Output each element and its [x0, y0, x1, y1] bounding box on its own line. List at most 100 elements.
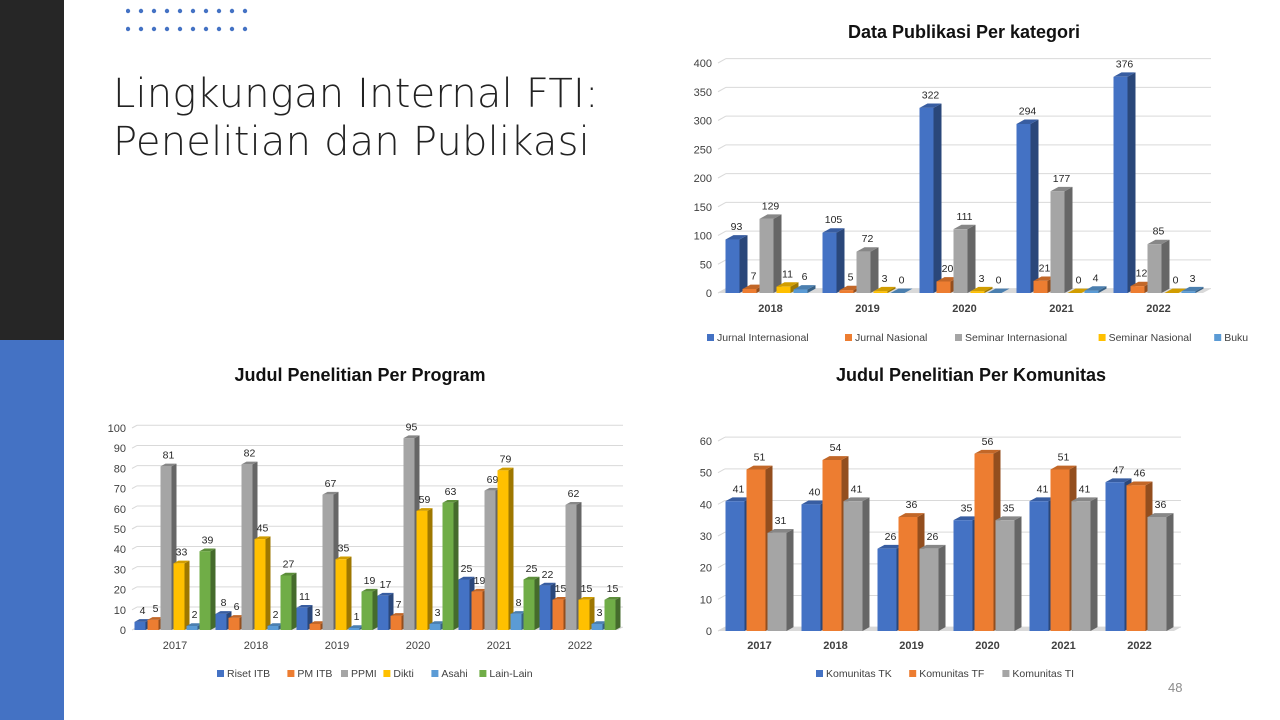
- data-label: 25: [526, 563, 538, 575]
- gridline-depth: [717, 115, 727, 121]
- bar-side: [786, 528, 794, 631]
- x-tick-label: 2022: [568, 640, 592, 652]
- bar-top: [296, 605, 313, 608]
- data-label: 129: [762, 200, 780, 212]
- bar-side: [265, 536, 271, 630]
- bar-front: [1126, 485, 1146, 631]
- legend-item: Seminar Internasional: [955, 332, 1067, 344]
- data-label: 45: [257, 522, 269, 534]
- bar-ppmi-2022: [565, 502, 582, 630]
- gridline-depth: [131, 606, 138, 611]
- x-tick-label: 2021: [1049, 303, 1073, 315]
- data-label: 7: [396, 599, 402, 611]
- bar-side: [870, 247, 879, 293]
- data-label: 294: [1019, 106, 1037, 118]
- x-tick-label: 2018: [244, 640, 268, 652]
- data-label: 17: [380, 579, 392, 591]
- bar-side: [453, 499, 459, 630]
- bar-front: [215, 613, 227, 630]
- bar-buku-2019: [890, 288, 913, 293]
- bar-side: [739, 235, 748, 293]
- data-label: 11: [299, 591, 310, 603]
- bar-front: [1016, 123, 1031, 293]
- bar-side: [887, 286, 896, 293]
- data-label: 46: [1134, 467, 1146, 479]
- x-tick-label: 2022: [1127, 640, 1151, 652]
- bar-front: [552, 599, 564, 630]
- chart-penelitian-per-komunitas: Judul Penelitian Per Komunitas 0 10 20 30 40 5…: [700, 365, 1181, 680]
- bar-front: [1029, 501, 1049, 631]
- data-label: 6: [802, 271, 808, 283]
- bar-top: [523, 576, 540, 580]
- bar-front: [839, 290, 854, 293]
- bar-front: [1033, 280, 1048, 293]
- bar-lain-lain-2022: [604, 596, 621, 630]
- bar-seminar-nasional-2022: [1164, 288, 1187, 293]
- bar-side: [1127, 72, 1136, 294]
- data-label: 41: [1037, 483, 1049, 495]
- bar-top: [484, 487, 501, 491]
- chart-title: Judul Penelitian Per Program: [234, 365, 485, 385]
- legend-item: Komunitas TI: [1002, 668, 1074, 680]
- bar-top: [552, 596, 569, 600]
- bar-front: [241, 464, 253, 630]
- data-label: 5: [153, 603, 159, 615]
- gridline-depth: [717, 259, 727, 265]
- bar-top: [335, 556, 352, 560]
- bar-front: [1071, 501, 1091, 631]
- gridline-depth: [131, 445, 138, 449]
- legend-swatch: [341, 670, 348, 677]
- data-label: 36: [1155, 499, 1167, 511]
- bar-front: [134, 621, 146, 630]
- bar-front: [458, 579, 470, 630]
- data-label: 3: [315, 607, 321, 619]
- bar-front: [348, 627, 360, 630]
- bar-front: [1130, 286, 1145, 293]
- bar-dikti-2017: [173, 560, 190, 630]
- bar-top: [767, 528, 794, 533]
- y-tick-label: 60: [700, 436, 712, 448]
- y-tick-label: 0: [706, 626, 712, 638]
- gridline-depth: [131, 465, 138, 469]
- data-label: 0: [1173, 275, 1179, 287]
- legend-swatch: [1098, 334, 1106, 341]
- bar-side: [576, 502, 582, 630]
- data-label: 51: [1058, 452, 1070, 464]
- bar-front: [822, 460, 842, 631]
- bar-top: [890, 288, 913, 293]
- bar-front: [995, 520, 1015, 631]
- bar-front: [416, 510, 428, 630]
- bar-front: [604, 599, 616, 630]
- bar-top: [309, 621, 326, 624]
- data-label: 81: [163, 450, 175, 462]
- bar-top: [348, 625, 365, 628]
- bar-top: [822, 456, 849, 460]
- data-label: 31: [775, 515, 787, 527]
- bar-front: [267, 625, 279, 630]
- bar-buku-2022: [1181, 286, 1204, 293]
- gridline-depth: [131, 566, 138, 570]
- data-label: 3: [435, 607, 441, 619]
- chart-penelitian-per-program: Judul Penelitian Per Program 0 10 20 30 40 50 6…: [108, 365, 623, 680]
- bar-top: [280, 572, 297, 576]
- bar-seminar-internasional-2021: [1050, 186, 1073, 293]
- bar-seminar-nasional-2019: [873, 286, 896, 293]
- bar-front: [1105, 482, 1125, 631]
- data-label: 54: [830, 442, 842, 454]
- bar-komunitas-ti-2018: [843, 497, 870, 631]
- bar-front: [361, 591, 373, 630]
- data-label: 111: [957, 211, 973, 223]
- data-label: 7: [751, 271, 757, 283]
- gridline-depth: [717, 173, 727, 179]
- gridline-depth: [131, 525, 138, 530]
- bar-front: [471, 591, 483, 630]
- data-label: 47: [1113, 464, 1125, 476]
- x-tick-label: 2020: [952, 303, 976, 315]
- decorative-dot-pattern: [126, 8, 248, 32]
- gridline-depth: [131, 586, 138, 591]
- legend-swatch: [1002, 670, 1010, 677]
- chart-title: Data Publikasi Per kategori: [848, 22, 1080, 42]
- data-label: 22: [542, 569, 554, 581]
- gridline-depth: [717, 500, 726, 505]
- data-label: 79: [500, 454, 512, 466]
